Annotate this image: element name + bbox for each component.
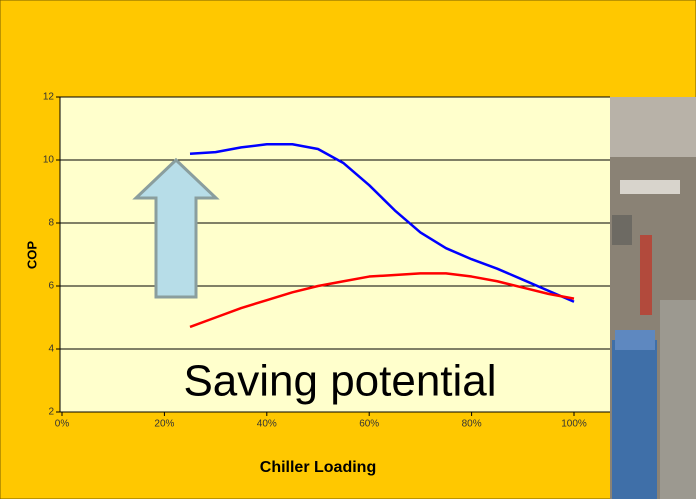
x-tick-label: 80% [462,419,482,430]
chart: 2 4 6 8 10 12 0% 20% 40% 60% 80% 100% [43,92,610,430]
annotation: Saving potential [183,357,496,406]
x-tick-label: 40% [257,419,277,430]
data-line [189,272,575,329]
x-tick-label: 0% [55,419,70,430]
y-axis-label: COP [24,241,39,270]
y-tick-label: 10 [43,155,55,166]
y-tick-label: 6 [48,281,54,292]
x-tick-label: 20% [154,419,174,430]
data-line [189,143,575,303]
y-tick-label: 2 [48,407,54,418]
arrow [132,157,220,299]
y-tick-label: 12 [43,92,55,103]
y-tick-label: 4 [48,344,54,355]
y-tick-label: 8 [48,218,54,229]
plot-area [60,97,610,412]
x-tick-label: 100% [561,419,587,430]
x-axis-label: Chiller Loading [260,459,376,476]
x-tick-label: 60% [359,419,379,430]
photo [610,97,696,499]
